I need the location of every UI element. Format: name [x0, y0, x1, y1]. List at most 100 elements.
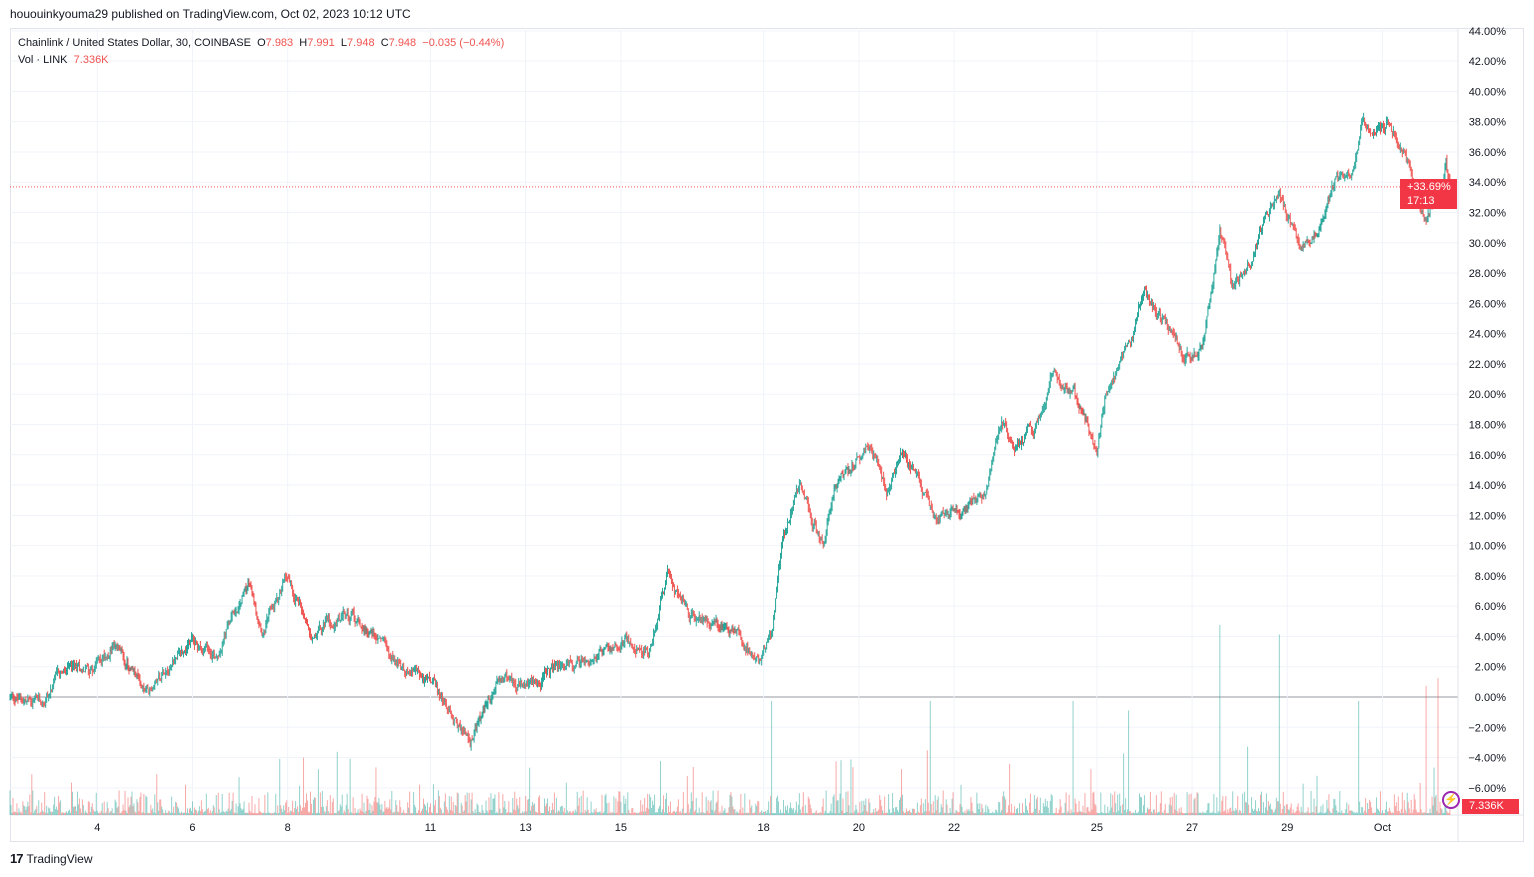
volume-bar [591, 812, 593, 815]
volume-bar [607, 813, 609, 815]
volume-bar [93, 811, 95, 815]
chart-frame[interactable] [10, 28, 1524, 842]
volume-bar [724, 808, 726, 815]
volume-bar [1417, 812, 1419, 815]
volume-bar [46, 805, 48, 815]
volume-bar [1021, 803, 1023, 815]
volume-bar [1166, 812, 1168, 815]
volume-bar [639, 812, 641, 815]
volume-bar [585, 811, 587, 815]
volume-bar [268, 812, 270, 815]
volume-bar [474, 809, 476, 815]
volume-bar [496, 811, 498, 815]
volume-bar [1130, 811, 1132, 815]
volume-bar [226, 811, 228, 815]
volume-bar [965, 813, 967, 815]
volume-bar [1356, 811, 1358, 815]
volume-bar [125, 810, 127, 815]
y-tick-label: 42.00% [1469, 56, 1507, 68]
volume-bar [531, 806, 533, 815]
volume-bar [1241, 813, 1243, 815]
volume-bar [1048, 813, 1050, 815]
volume-bar [1054, 812, 1056, 815]
volume-bar [876, 811, 878, 815]
volume-bar [683, 813, 685, 815]
tradingview-logo-text[interactable]: TradingView [26, 851, 93, 866]
volume-bar [105, 811, 107, 815]
volume-bar [432, 784, 434, 815]
volume-bar [1221, 800, 1223, 815]
volume-bar [626, 813, 628, 815]
lightning-icon[interactable]: ⚡ [1442, 791, 1460, 809]
volume-bar [1253, 810, 1255, 815]
volume-bar [1381, 810, 1383, 815]
volume-bar [279, 758, 281, 815]
volume-bar [813, 812, 815, 815]
volume-bar [316, 812, 318, 815]
volume-bar [1346, 802, 1348, 815]
volume-bar [452, 801, 454, 815]
volume-bar [169, 811, 171, 815]
volume-bar [553, 792, 555, 815]
volume-bar [1305, 813, 1307, 815]
volume-bar [472, 811, 474, 815]
volume-bar [1126, 812, 1128, 815]
volume-bar [545, 806, 546, 815]
volume-bar [784, 806, 786, 815]
volume-bar [184, 812, 186, 815]
volume-bar [946, 804, 948, 815]
symbol-name[interactable]: Chainlink / United States Dollar, 30, CO… [18, 37, 251, 49]
volume-bar [1344, 813, 1346, 815]
volume-bar [475, 812, 477, 815]
volume-bar [894, 811, 896, 815]
volume-bar [1162, 813, 1164, 815]
volume-bar [128, 807, 130, 815]
volume-bar [359, 808, 361, 815]
volume-bar [1085, 813, 1087, 815]
volume-bar [1317, 812, 1319, 815]
volume-bar [1264, 807, 1266, 815]
volume-bar [309, 791, 311, 815]
volume-bar [989, 812, 991, 815]
volume-bar [1309, 812, 1311, 815]
volume-bar [379, 804, 381, 815]
volume-bar [1102, 812, 1104, 815]
tradingview-logo-icon[interactable]: 17 [10, 851, 24, 866]
volume-bar [1049, 800, 1051, 815]
volume-bar [1008, 805, 1010, 815]
volume-bar [1323, 813, 1325, 815]
volume-bar [14, 811, 16, 815]
volume-bar [1140, 797, 1142, 815]
volume-bar [1334, 799, 1336, 815]
volume-bar [165, 810, 167, 815]
volume-bar [936, 799, 938, 815]
volume-label[interactable]: Vol · LINK [18, 54, 68, 66]
volume-bar [488, 797, 490, 815]
volume-bar [693, 811, 695, 815]
volume-bar [491, 810, 493, 815]
volume-bar [352, 797, 354, 815]
volume-bar [126, 813, 128, 815]
volume-bar [1038, 810, 1040, 815]
volume-bar [851, 812, 853, 815]
volume-bar [22, 801, 24, 815]
volume-bar [603, 811, 605, 815]
volume-bar [1396, 811, 1398, 815]
volume-bar [86, 813, 88, 815]
volume-bar [321, 791, 323, 815]
volume-bar [842, 798, 844, 815]
volume-bar [363, 802, 365, 815]
volume-bar [1197, 793, 1199, 815]
volume-bar [642, 804, 644, 815]
volume-bar [373, 801, 375, 815]
volume-bar [569, 811, 571, 815]
volume-bar [1055, 807, 1057, 815]
volume-bar [990, 813, 992, 815]
volume-bar [628, 810, 630, 815]
volume-bar [114, 799, 116, 815]
volume-bar [794, 810, 796, 815]
volume-bar [246, 812, 248, 815]
volume-bar [12, 798, 14, 815]
volume-bar [1017, 807, 1019, 815]
